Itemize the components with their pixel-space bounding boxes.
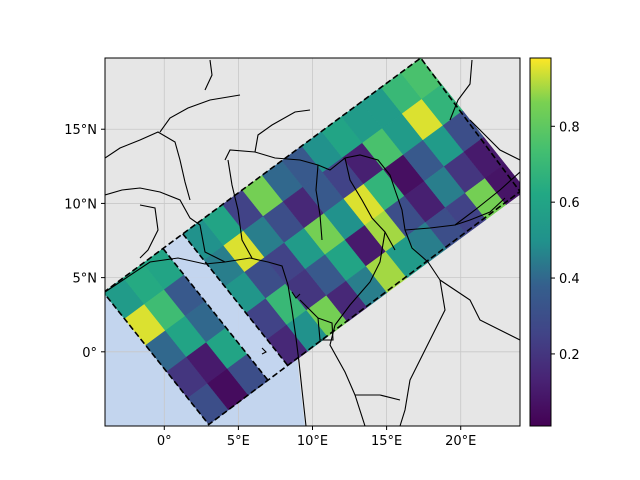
y-tick-label: 10°N xyxy=(64,197,97,212)
x-tick-label: 15°E xyxy=(371,434,402,449)
y-tick-label: 0° xyxy=(82,346,97,361)
colorbar-tick-label: 0.8 xyxy=(559,120,580,135)
colorbar-tick-label: 0.6 xyxy=(559,196,580,211)
y-axis-ticks: 0° 5°N 10°N 15°N xyxy=(64,123,105,361)
y-tick-label: 5°N xyxy=(73,272,98,287)
x-axis-ticks: 0° 5°E 10°E 15°E 20°E xyxy=(157,426,476,449)
colorbar-ticks: 0.2 0.4 0.6 0.8 xyxy=(551,120,580,363)
x-tick-label: 10°E xyxy=(297,434,328,449)
colorbar-tick-label: 0.2 xyxy=(559,348,580,363)
x-tick-label: 0° xyxy=(157,434,172,449)
map-area xyxy=(104,58,526,426)
x-tick-label: 5°E xyxy=(227,434,250,449)
y-tick-label: 15°N xyxy=(64,123,97,138)
x-tick-label: 20°E xyxy=(445,434,476,449)
colorbar xyxy=(530,58,551,426)
colorbar-tick-label: 0.4 xyxy=(559,272,580,287)
